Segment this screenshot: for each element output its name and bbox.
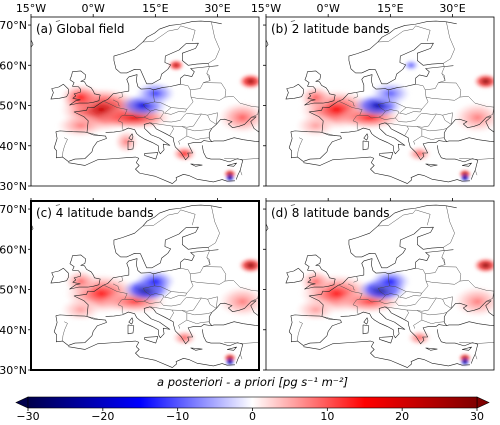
anomaly-blob <box>217 101 259 134</box>
colorbar: a posteriori - a priori [pg s⁻¹ m⁻²] −30 −… <box>15 375 490 423</box>
colorbar-tick-label: 10 <box>320 410 334 421</box>
panel-label: (c) 4 latitude bands <box>36 206 154 220</box>
colorbar-tick-label: −20 <box>91 410 114 421</box>
anomaly-blob <box>369 81 412 106</box>
anomaly-blob <box>134 269 177 294</box>
anomaly-blob <box>473 257 494 274</box>
anomaly-blob <box>238 257 259 274</box>
anomaly-blob <box>171 145 197 162</box>
difference-field <box>295 59 494 182</box>
anomaly-blob <box>167 59 185 72</box>
anomaly-blob <box>299 85 333 110</box>
lon-tick-label: 15°W <box>16 2 46 15</box>
anomaly-blob <box>217 285 259 318</box>
coastlines <box>31 204 259 368</box>
lat-tick-label: 60°N <box>0 243 27 256</box>
difference-field <box>55 59 259 182</box>
colorbar-tick-label: 30 <box>470 410 484 421</box>
lon-tick-label: 0°W <box>81 2 104 15</box>
lon-tick-label: 30°E <box>439 2 465 15</box>
map-panel: (c) 4 latitude bands 70°N 60°N 50°N 40°N 30°N <box>0 198 260 377</box>
country-borders <box>297 21 494 176</box>
colorbar-tick-label: −10 <box>166 410 189 421</box>
lon-tick-label: 0°W <box>316 2 339 15</box>
lat-tick-label: 50°N <box>0 284 27 297</box>
map-panel: (a) Global field 15°W 0°W 15°E 30°E 70°N 60°N 5… <box>0 2 260 193</box>
colorbar-tick-label: 20 <box>395 410 409 421</box>
colorbar-extend-max <box>476 396 490 409</box>
anomaly-blob <box>369 269 412 294</box>
difference-field <box>60 257 259 366</box>
panel-label: (b) 2 latitude bands <box>271 22 390 36</box>
anomaly-blob <box>60 297 102 322</box>
panel-frame <box>265 16 495 187</box>
anomaly-blob <box>406 145 432 162</box>
coastlines <box>266 204 494 368</box>
lat-tick-label: 70°N <box>0 203 27 216</box>
anomaly-blob <box>402 59 420 72</box>
anomaly-blob <box>295 297 337 322</box>
difference-field <box>295 257 494 366</box>
anomaly-blob <box>452 101 494 134</box>
lon-tick-label: 15°E <box>142 2 168 15</box>
anomaly-blob <box>60 83 102 112</box>
lat-tick-label: 30°N <box>0 180 27 193</box>
anomaly-blob <box>460 357 470 366</box>
anomaly-blob <box>299 269 333 294</box>
colorbar-tick-label: 0 <box>249 410 256 421</box>
anomaly-blob <box>55 113 106 138</box>
anomaly-blob <box>295 113 337 138</box>
anomaly-blob <box>225 357 235 366</box>
anomaly-blob <box>460 173 470 182</box>
anomaly-blob <box>171 329 197 346</box>
colorbar-tick-label: −30 <box>16 410 39 421</box>
anomaly-blob <box>225 173 235 182</box>
colorbar-label: a posteriori - a priori [pg s⁻¹ m⁻²] <box>157 375 348 389</box>
lon-tick-label: 15°W <box>251 2 281 15</box>
map-panel: (d) 8 latitude bands <box>263 198 495 371</box>
anomaly-blob <box>134 81 177 106</box>
map-panel: (b) 2 latitude bands 15°W 0°W 15°E 30°E <box>251 2 495 187</box>
lat-tick-label: 30°N <box>0 364 27 377</box>
map-panels: (a) Global field 15°W 0°W 15°E 30°E 70°N 60°N 5… <box>0 2 495 377</box>
lat-tick-label: 40°N <box>0 140 27 153</box>
colorbar-gradient <box>27 396 478 409</box>
coastlines <box>31 20 259 184</box>
anomaly-blob <box>473 73 494 90</box>
lon-tick-label: 15°E <box>377 2 403 15</box>
panel-frame <box>265 200 495 371</box>
anomaly-blob <box>452 285 494 318</box>
coastlines <box>266 20 494 184</box>
panel-frame <box>30 16 260 187</box>
country-borders <box>297 205 494 360</box>
anomaly-blob <box>113 129 139 154</box>
panel-frame <box>30 200 260 371</box>
anomaly-blob <box>238 73 259 90</box>
panel-label: (d) 8 latitude bands <box>271 206 390 220</box>
country-borders <box>62 21 259 176</box>
lat-tick-label: 40°N <box>0 324 27 337</box>
lat-tick-label: 60°N <box>0 59 27 72</box>
lat-tick-label: 50°N <box>0 100 27 113</box>
lon-tick-label: 30°E <box>204 2 230 15</box>
anomaly-blob <box>406 329 432 346</box>
anomaly-blob <box>64 269 98 294</box>
lat-tick-label: 70°N <box>0 19 27 32</box>
colorbar-extend-min <box>15 396 29 409</box>
panel-label: (a) Global field <box>36 22 125 36</box>
